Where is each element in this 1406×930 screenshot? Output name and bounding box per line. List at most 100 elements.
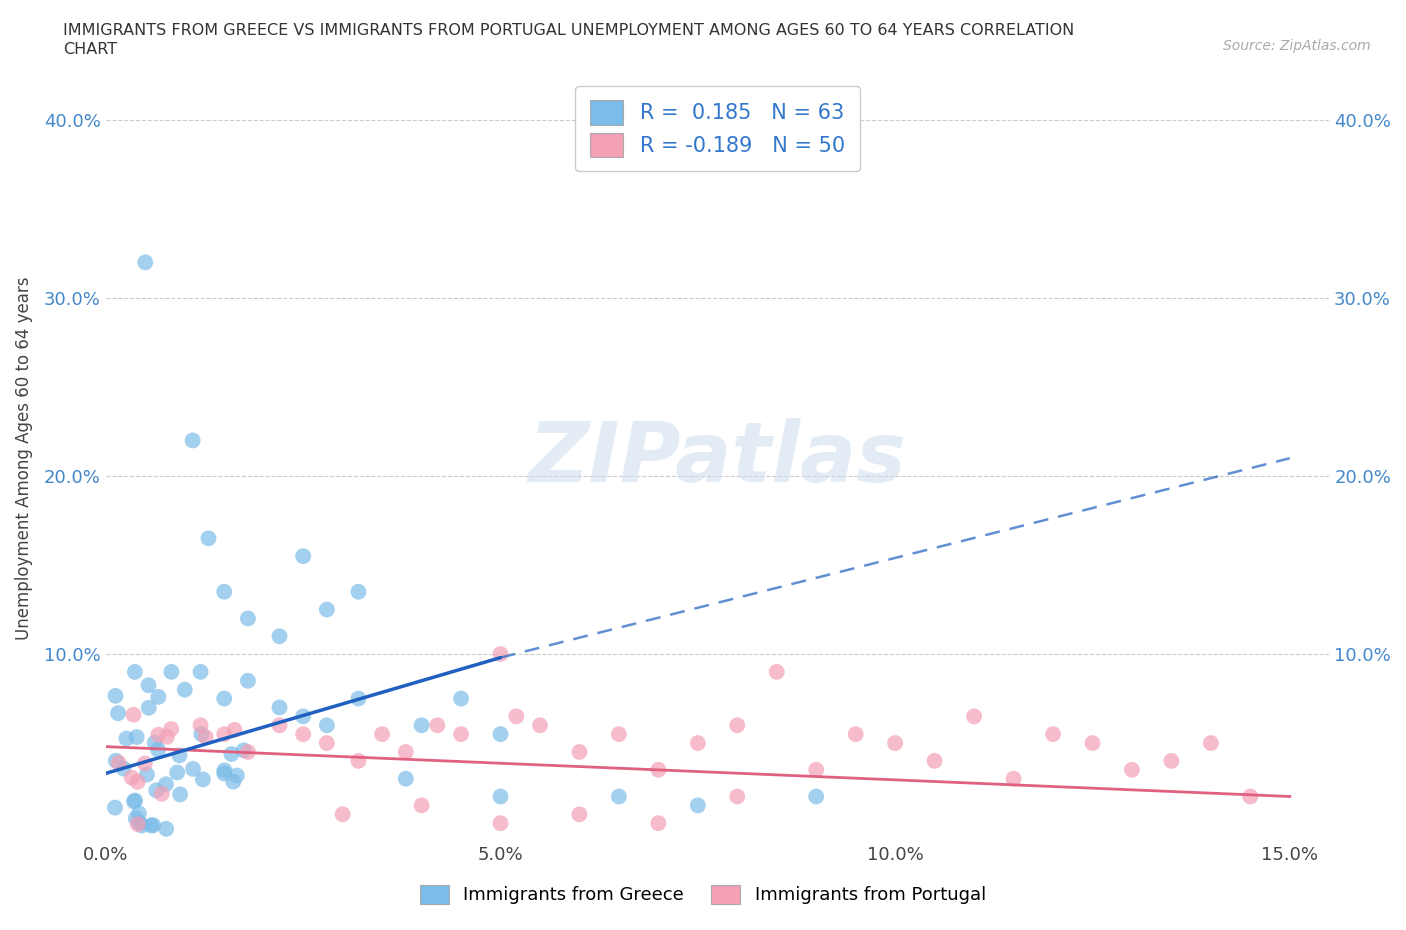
Point (138, 678, 160, 693)
Point (148, 727, 170, 742)
Point (142, 817, 165, 832)
Point (127, 775, 149, 790)
Point (1081, 736, 1104, 751)
Point (292, 709, 315, 724)
Point (647, 816, 669, 830)
Point (845, 726, 868, 741)
Point (232, 743, 254, 758)
Point (450, 691, 472, 706)
Point (607, 789, 630, 804)
Point (169, 787, 191, 802)
Point (212, 766, 235, 781)
Text: ZIPatlas: ZIPatlas (529, 418, 907, 498)
Point (128, 816, 150, 830)
Point (112, 761, 135, 776)
Point (104, 753, 127, 768)
Point (121, 770, 143, 785)
Point (315, 602, 337, 617)
Point (568, 807, 591, 822)
Point (173, 683, 195, 698)
Point (568, 745, 591, 760)
Point (411, 718, 433, 733)
Point (236, 611, 259, 626)
Point (315, 718, 337, 733)
Point (156, 729, 179, 744)
Point (924, 753, 946, 768)
Point (221, 747, 243, 762)
Point (225, 768, 247, 783)
Point (125, 730, 148, 745)
Point (236, 745, 259, 760)
Point (128, 806, 150, 821)
Point (1121, 763, 1143, 777)
Point (107, 706, 129, 721)
Point (292, 549, 315, 564)
Point (166, 765, 188, 780)
Point (104, 800, 127, 815)
Point (236, 673, 259, 688)
Point (146, 742, 169, 757)
Point (212, 726, 235, 741)
Point (124, 793, 146, 808)
Point (489, 646, 512, 661)
Point (489, 789, 512, 804)
Point (122, 794, 145, 809)
Point (145, 783, 167, 798)
Point (1239, 789, 1261, 804)
Point (292, 726, 315, 741)
Point (136, 767, 159, 782)
Point (725, 718, 748, 733)
Legend: Immigrants from Greece, Immigrants from Portugal: Immigrants from Greece, Immigrants from … (413, 878, 993, 911)
Point (212, 584, 235, 599)
Point (191, 772, 214, 787)
Point (963, 709, 986, 724)
Legend: R =  0.185   N = 63, R = -0.189   N = 50: R = 0.185 N = 63, R = -0.189 N = 50 (575, 86, 859, 171)
Point (725, 789, 748, 804)
Point (686, 798, 709, 813)
Point (1199, 736, 1222, 751)
Point (411, 798, 433, 813)
Point (426, 718, 449, 733)
Point (884, 736, 907, 751)
Point (269, 629, 291, 644)
Point (197, 531, 219, 546)
Point (115, 731, 138, 746)
Point (155, 821, 177, 836)
Point (155, 777, 177, 791)
Point (347, 584, 370, 599)
Point (134, 255, 156, 270)
Point (765, 664, 787, 679)
Point (169, 748, 191, 763)
Point (160, 722, 183, 737)
Point (332, 807, 354, 822)
Point (104, 688, 127, 703)
Point (190, 718, 212, 733)
Point (143, 736, 166, 751)
Point (107, 755, 129, 770)
Point (489, 726, 512, 741)
Point (125, 811, 148, 826)
Point (686, 736, 709, 751)
Point (127, 817, 149, 831)
Point (371, 726, 394, 741)
Point (1002, 771, 1025, 786)
Point (224, 723, 246, 737)
Point (148, 689, 170, 704)
Point (395, 745, 418, 760)
Point (139, 818, 162, 833)
Y-axis label: Unemployment Among Ages 60 to 64 years: Unemployment Among Ages 60 to 64 years (15, 276, 32, 640)
Text: Source: ZipAtlas.com: Source: ZipAtlas.com (1223, 39, 1371, 53)
Point (1160, 753, 1182, 768)
Point (222, 774, 245, 789)
Point (181, 762, 204, 777)
Point (505, 709, 527, 724)
Point (212, 691, 235, 706)
Point (806, 763, 828, 777)
Point (190, 664, 212, 679)
Point (134, 756, 156, 771)
Point (450, 726, 472, 741)
Point (122, 707, 145, 722)
Point (489, 816, 512, 830)
Point (269, 718, 291, 733)
Point (806, 789, 828, 804)
